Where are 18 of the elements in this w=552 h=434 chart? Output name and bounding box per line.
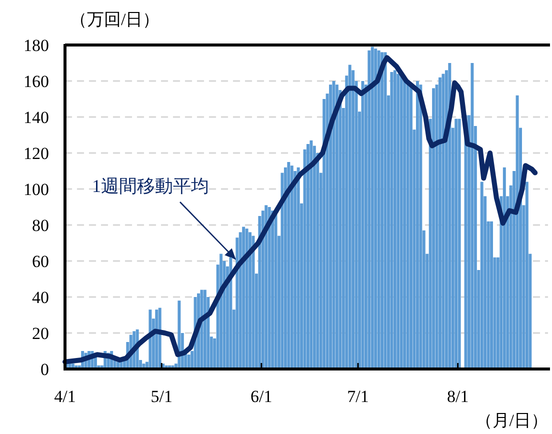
y-tick-label: 120 [24,144,49,163]
y-tick-label: 60 [32,252,49,271]
x-axis-title: （月/日） [475,411,548,430]
x-tick-label: 4/1 [54,387,76,406]
y-tick-label: 40 [32,288,49,307]
y-tick-label: 0 [40,360,49,379]
x-tick-label: 5/1 [150,387,172,406]
y-tick-label: 20 [32,324,49,343]
y-tick-label: 80 [32,216,49,235]
x-tick-label: 7/1 [347,387,369,406]
y-tick-label: 100 [24,180,49,199]
x-tick-label: 8/1 [446,387,469,406]
text: 1週間移動平均 [92,176,209,196]
y-tick-label: 160 [24,72,49,91]
y-tick-label: 180 [24,36,49,55]
x-tick-label: 6/1 [250,387,272,406]
y-tick-label: 140 [24,108,49,127]
y-axis-title: （万回/日） [70,10,160,29]
